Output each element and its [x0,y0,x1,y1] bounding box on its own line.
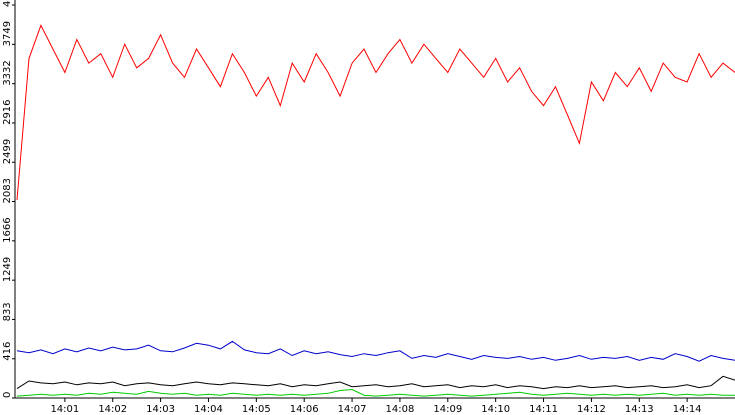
x-tick-label: 14:09 [433,404,462,415]
series-line [16,24,735,200]
y-tick-label: 4166 [2,0,13,7]
x-tick-label: 14:12 [577,404,606,415]
y-tick-label: 416 [2,342,13,361]
y-tick-label: 0 [2,392,13,398]
x-tick-label: 14:08 [386,404,415,415]
x-tick-label: 14:02 [98,404,127,415]
series-line [16,340,735,362]
y-tick-label: 1666 [2,217,13,242]
y-tick-label: 2499 [2,139,13,164]
y-tick-label: 833 [2,302,13,321]
series-line [16,388,735,397]
x-tick-label: 14:14 [673,404,702,415]
x-tick-label: 14:07 [338,404,367,415]
x-tick-label: 14:13 [625,404,654,415]
x-tick-label: 14:01 [50,404,79,415]
y-tick-label: 1249 [2,257,13,282]
y-tick-label: 3332 [2,60,13,85]
y-tick-label: 2916 [2,99,13,124]
x-tick-label: 14:06 [290,404,319,415]
y-tick-label: 3749 [2,21,13,46]
x-tick-label: 14:03 [146,404,175,415]
series-line [16,375,735,390]
x-tick-label: 14:05 [242,404,271,415]
x-tick-label: 14:04 [194,404,223,415]
y-tick-label: 2083 [2,178,13,203]
x-tick-label: 14:11 [529,404,558,415]
x-tick-label: 14:10 [481,404,510,415]
